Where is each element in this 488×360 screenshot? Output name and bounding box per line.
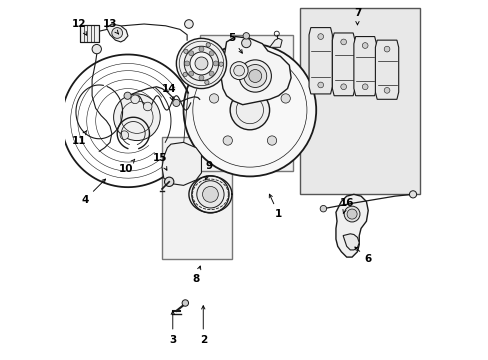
Circle shape — [199, 75, 203, 80]
Text: 6: 6 — [354, 247, 371, 264]
Text: 15: 15 — [153, 153, 167, 170]
Bar — [300, 8, 419, 194]
Circle shape — [124, 92, 131, 99]
Circle shape — [219, 62, 223, 66]
Text: 2: 2 — [199, 306, 206, 345]
Circle shape — [164, 177, 174, 186]
Circle shape — [209, 51, 214, 56]
Text: 7: 7 — [353, 8, 361, 25]
Circle shape — [195, 57, 207, 70]
Circle shape — [112, 28, 122, 39]
Circle shape — [223, 136, 232, 145]
Circle shape — [346, 209, 356, 219]
Polygon shape — [343, 234, 359, 250]
Polygon shape — [308, 28, 332, 94]
Circle shape — [320, 206, 326, 212]
Circle shape — [92, 44, 101, 54]
Bar — [199, 35, 292, 171]
Text: 9: 9 — [204, 161, 212, 180]
Circle shape — [113, 94, 160, 140]
Circle shape — [120, 131, 128, 139]
Bar — [162, 137, 231, 259]
Circle shape — [184, 61, 189, 66]
Circle shape — [131, 95, 139, 104]
Circle shape — [244, 68, 254, 77]
Circle shape — [184, 46, 218, 81]
Circle shape — [183, 49, 188, 53]
Circle shape — [241, 39, 250, 48]
Circle shape — [384, 87, 389, 93]
Circle shape — [362, 42, 367, 48]
Text: 1: 1 — [269, 194, 282, 219]
Text: 11: 11 — [72, 130, 86, 145]
Circle shape — [239, 60, 271, 92]
Circle shape — [230, 90, 269, 130]
Circle shape — [190, 52, 212, 75]
Circle shape — [204, 80, 209, 85]
Text: 4: 4 — [81, 179, 105, 205]
Circle shape — [199, 46, 203, 51]
Circle shape — [143, 102, 152, 111]
Circle shape — [244, 64, 266, 87]
Circle shape — [233, 65, 244, 76]
Circle shape — [188, 71, 193, 76]
Circle shape — [317, 34, 323, 40]
Circle shape — [340, 84, 346, 90]
Circle shape — [188, 51, 193, 56]
Circle shape — [340, 39, 346, 45]
Circle shape — [267, 136, 276, 145]
Text: 10: 10 — [119, 159, 135, 174]
Text: 16: 16 — [339, 198, 353, 214]
Polygon shape — [162, 142, 201, 185]
Circle shape — [344, 206, 359, 222]
Polygon shape — [375, 40, 398, 99]
Circle shape — [183, 72, 187, 77]
Circle shape — [248, 69, 261, 82]
Polygon shape — [106, 24, 128, 42]
Circle shape — [176, 39, 226, 89]
Text: 12: 12 — [72, 19, 86, 35]
Circle shape — [172, 99, 180, 107]
Circle shape — [202, 186, 218, 202]
Text: 5: 5 — [228, 33, 242, 53]
Polygon shape — [269, 39, 282, 47]
Bar — [80, 25, 99, 42]
Circle shape — [191, 176, 228, 213]
Circle shape — [384, 46, 389, 52]
Bar — [80, 25, 99, 42]
Polygon shape — [335, 194, 367, 257]
Circle shape — [243, 33, 249, 39]
Circle shape — [205, 43, 210, 47]
Circle shape — [281, 94, 290, 103]
Circle shape — [209, 71, 214, 76]
Circle shape — [230, 62, 247, 80]
Circle shape — [209, 94, 218, 103]
Text: 3: 3 — [169, 311, 176, 345]
Circle shape — [184, 20, 193, 28]
Text: 13: 13 — [102, 19, 119, 34]
Circle shape — [408, 191, 416, 198]
Circle shape — [182, 300, 188, 306]
Circle shape — [196, 181, 224, 208]
Polygon shape — [221, 37, 290, 105]
Circle shape — [317, 82, 323, 88]
Circle shape — [362, 84, 367, 90]
Circle shape — [183, 44, 316, 176]
Polygon shape — [353, 37, 376, 96]
Circle shape — [213, 61, 218, 66]
Text: 14: 14 — [162, 84, 176, 100]
Text: 8: 8 — [192, 266, 201, 284]
Polygon shape — [332, 33, 354, 96]
